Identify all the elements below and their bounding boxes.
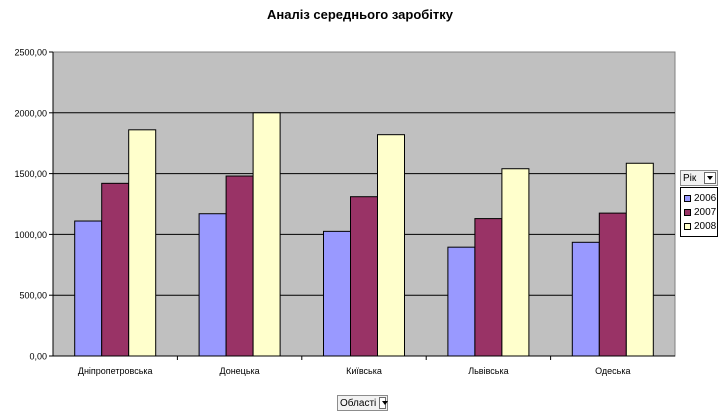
x-tick-label: Одеська <box>595 366 630 376</box>
bar-2006-1 <box>198 213 227 357</box>
bar-2008-4 <box>625 162 654 357</box>
bar-2007-0 <box>101 182 130 357</box>
bar-2007-1 <box>225 175 254 357</box>
bar-2006-0 <box>74 220 103 357</box>
bar-2008-0 <box>128 129 157 357</box>
legend-label: 2006 <box>694 192 717 204</box>
series-field-label: Рік <box>683 172 697 184</box>
chevron-down-icon[interactable] <box>379 397 388 409</box>
x-tick-label: Київська <box>346 366 382 376</box>
x-tick-label: Львівська <box>468 366 508 376</box>
bar-2008-2 <box>377 134 405 357</box>
bar-2007-4 <box>598 212 627 357</box>
chart-title: Аналіз середнього заробітку <box>267 7 454 22</box>
bar-2008-1 <box>252 112 281 357</box>
legend-entry: 2007 <box>681 205 717 219</box>
bars <box>74 112 654 357</box>
x-tick-label: Донецька <box>220 366 260 376</box>
bar-2008-3 <box>501 168 530 357</box>
legend-swatch <box>684 208 691 216</box>
category-field-label: Області <box>340 397 377 409</box>
y-tick-label: 500,00 <box>19 291 47 301</box>
y-tick-label: 0,00 <box>29 352 47 362</box>
chevron-down-icon[interactable] <box>704 172 716 184</box>
bar-2007-3 <box>474 218 503 357</box>
y-tick-label: 2500,00 <box>14 48 47 58</box>
legend-entry: 2008 <box>681 219 717 233</box>
bar-2007-2 <box>350 196 378 357</box>
y-tick-label: 1000,00 <box>14 230 47 240</box>
legend: 2006 2007 2008 <box>680 187 718 237</box>
bar-2006-3 <box>447 246 476 357</box>
bar-2006-4 <box>571 241 600 357</box>
series-field-button[interactable]: Рік <box>680 170 718 186</box>
bar-2006-2 <box>323 230 351 357</box>
legend-swatch <box>684 222 691 230</box>
axes: 0,00 500,00 1000,00 1500,00 2000,00 2500,00 Дн… <box>14 48 675 376</box>
legend-swatch <box>684 194 691 202</box>
category-field-button[interactable]: Області <box>337 395 388 411</box>
y-tick-label: 2000,00 <box>14 108 47 118</box>
x-tick-label: Дніпропетровська <box>78 366 153 376</box>
y-tick-label: 1500,00 <box>14 169 47 179</box>
legend-entry: 2006 <box>681 191 717 205</box>
legend-label: 2008 <box>694 220 717 232</box>
legend-label: 2007 <box>694 206 717 218</box>
